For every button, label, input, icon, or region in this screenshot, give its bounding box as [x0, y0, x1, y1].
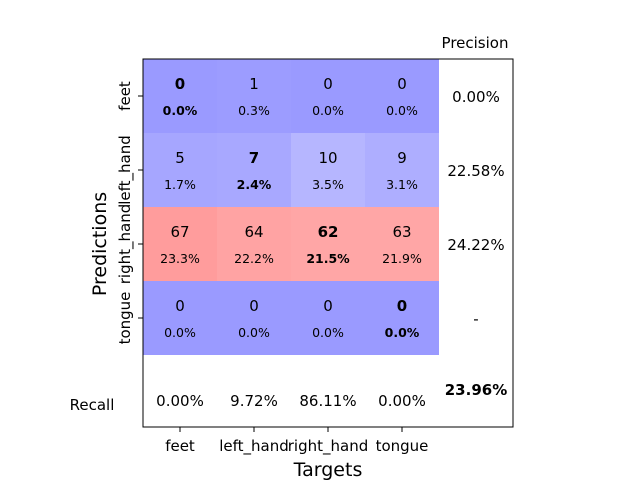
cell-percent-2-1: 22.2%	[234, 251, 274, 266]
cell-percent-1-0: 1.7%	[164, 177, 196, 192]
precision-value-2: 24.22%	[447, 236, 504, 254]
cell-percent-2-2: 21.5%	[306, 251, 350, 266]
cell-count-0-0: 0	[175, 75, 185, 93]
cell-count-3-0: 0	[175, 297, 185, 315]
axis-ticks	[138, 95, 403, 432]
matrix-cell-1-1	[217, 133, 291, 207]
cell-count-3-2: 0	[323, 297, 333, 315]
precision-value-1: 22.58%	[447, 162, 504, 180]
matrix-cell-1-3	[365, 133, 439, 207]
cell-count-0-2: 0	[323, 75, 333, 93]
cell-percent-0-0: 0.0%	[163, 103, 198, 118]
chart-labels: 0 0.0% 1 0.3% 0 0.0% 0 0.0% 5 1.7% 7 2.4% 10 3.5% 9 3.1…	[70, 34, 509, 480]
matrix-cell-1-0	[143, 133, 217, 207]
x-tick-label-1: left_hand	[219, 437, 289, 456]
x-axis-title: Targets	[293, 459, 363, 480]
matrix-cell-3-3	[365, 281, 439, 355]
matrix-cell-2-0	[143, 207, 217, 281]
precision-value-0: 0.00%	[452, 88, 500, 106]
y-tick-label-3: tongue	[116, 292, 134, 345]
cell-count-1-0: 5	[175, 149, 185, 167]
cell-count-1-1: 7	[249, 149, 259, 167]
matrix-cell-1-2	[291, 133, 365, 207]
cell-count-2-1: 64	[244, 223, 263, 241]
cell-count-0-3: 0	[397, 75, 407, 93]
cell-percent-1-2: 3.5%	[312, 177, 344, 192]
cell-count-2-3: 63	[392, 223, 411, 241]
matrix-cell-3-0	[143, 281, 217, 355]
cell-percent-2-3: 21.9%	[382, 251, 422, 266]
precision-header: Precision	[442, 34, 509, 52]
matrix-cell-0-3	[365, 59, 439, 133]
cell-count-3-3: 0	[397, 297, 407, 315]
cell-percent-1-1: 2.4%	[237, 177, 272, 192]
y-axis-title: Predictions	[89, 192, 111, 296]
cell-count-1-2: 10	[318, 149, 337, 167]
matrix-cell-3-1	[217, 281, 291, 355]
matrix-cell-0-1	[217, 59, 291, 133]
matrix-cell-0-0	[143, 59, 217, 133]
recall-value-0: 0.00%	[156, 392, 204, 410]
x-tick-label-0: feet	[165, 437, 195, 455]
cell-percent-2-0: 23.3%	[160, 251, 200, 266]
matrix-cell-2-2	[291, 207, 365, 281]
matrix-cell-0-2	[291, 59, 365, 133]
recall-value-2: 86.11%	[299, 392, 356, 410]
precision-value-3: -	[473, 310, 478, 328]
cell-percent-3-3: 0.0%	[385, 325, 420, 340]
matrix-cells	[143, 59, 439, 355]
cell-count-2-2: 62	[318, 223, 339, 241]
cell-percent-0-3: 0.0%	[386, 103, 418, 118]
y-tick-label-0: feet	[116, 81, 134, 111]
cell-count-0-1: 1	[249, 75, 259, 93]
cell-percent-1-3: 3.1%	[386, 177, 418, 192]
cell-count-1-3: 9	[397, 149, 407, 167]
y-tick-label-2: right_hand	[116, 204, 135, 284]
recall-value-3: 0.00%	[378, 392, 426, 410]
overall-accuracy: 23.96%	[445, 381, 507, 399]
x-tick-label-2: right_hand	[288, 437, 368, 456]
cell-percent-3-1: 0.0%	[238, 325, 270, 340]
matrix-cell-2-1	[217, 207, 291, 281]
cell-percent-0-1: 0.3%	[238, 103, 270, 118]
matrix-cell-2-3	[365, 207, 439, 281]
recall-header: Recall	[70, 396, 115, 414]
cell-count-3-1: 0	[249, 297, 259, 315]
recall-value-1: 9.72%	[230, 392, 278, 410]
cell-percent-0-2: 0.0%	[312, 103, 344, 118]
matrix-cell-3-2	[291, 281, 365, 355]
cell-percent-3-2: 0.0%	[312, 325, 344, 340]
y-tick-label-1: left_hand	[116, 135, 135, 205]
cell-count-2-0: 67	[170, 223, 189, 241]
cell-percent-3-0: 0.0%	[164, 325, 196, 340]
x-tick-label-3: tongue	[376, 437, 429, 455]
